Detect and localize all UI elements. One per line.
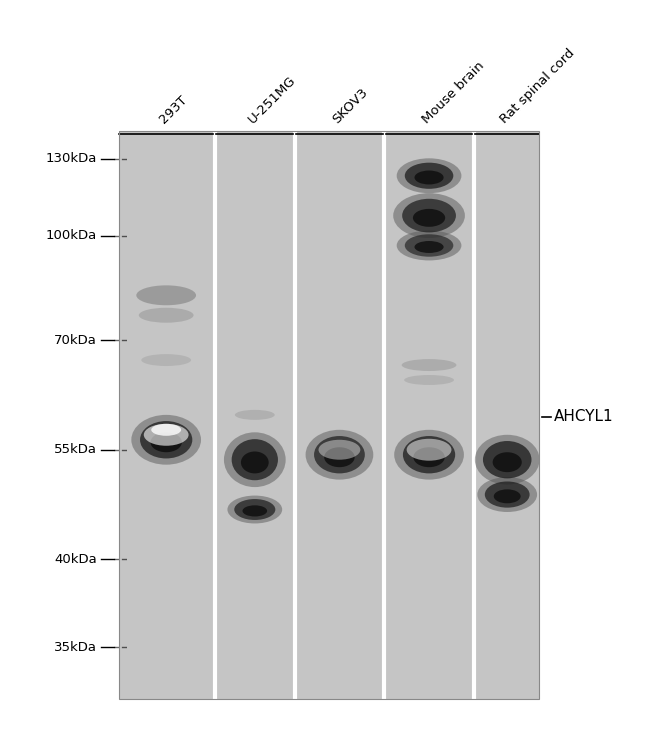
Ellipse shape xyxy=(151,432,182,452)
Bar xyxy=(296,131,383,699)
Ellipse shape xyxy=(405,163,453,189)
Ellipse shape xyxy=(403,436,455,473)
Ellipse shape xyxy=(494,489,521,503)
Ellipse shape xyxy=(140,421,192,458)
Text: SKOV3: SKOV3 xyxy=(330,85,370,126)
Text: 100kDa: 100kDa xyxy=(46,229,97,242)
Bar xyxy=(473,131,475,699)
Text: 35kDa: 35kDa xyxy=(54,640,97,653)
Ellipse shape xyxy=(396,158,462,194)
Ellipse shape xyxy=(231,439,278,480)
Ellipse shape xyxy=(235,410,275,420)
Ellipse shape xyxy=(141,354,191,366)
Ellipse shape xyxy=(234,499,276,520)
Ellipse shape xyxy=(396,231,462,260)
Ellipse shape xyxy=(485,482,530,507)
Ellipse shape xyxy=(475,435,540,485)
Bar xyxy=(119,131,539,699)
Bar xyxy=(119,131,539,699)
Text: 130kDa: 130kDa xyxy=(46,152,97,166)
Bar xyxy=(385,131,473,699)
Ellipse shape xyxy=(402,359,456,371)
Text: AHCYL1: AHCYL1 xyxy=(554,409,614,424)
Ellipse shape xyxy=(483,441,532,479)
Ellipse shape xyxy=(144,424,188,446)
Bar xyxy=(475,131,539,699)
Text: Mouse brain: Mouse brain xyxy=(420,59,487,126)
Ellipse shape xyxy=(405,234,453,257)
Bar xyxy=(293,131,296,699)
Ellipse shape xyxy=(131,415,201,465)
Text: Rat spinal cord: Rat spinal cord xyxy=(498,46,578,126)
Ellipse shape xyxy=(394,430,464,479)
Ellipse shape xyxy=(413,448,445,467)
Text: U-251MG: U-251MG xyxy=(246,73,298,126)
Text: 40kDa: 40kDa xyxy=(54,553,97,565)
Ellipse shape xyxy=(139,308,194,323)
Ellipse shape xyxy=(318,440,360,460)
Ellipse shape xyxy=(477,477,537,512)
Ellipse shape xyxy=(404,375,454,385)
Ellipse shape xyxy=(413,209,445,227)
Bar xyxy=(216,131,293,699)
Ellipse shape xyxy=(402,199,456,232)
Text: 293T: 293T xyxy=(157,93,190,126)
Ellipse shape xyxy=(324,448,355,467)
Ellipse shape xyxy=(227,496,282,523)
Text: 55kDa: 55kDa xyxy=(54,443,97,456)
Ellipse shape xyxy=(151,424,181,435)
Bar xyxy=(383,131,385,699)
Bar xyxy=(119,131,213,699)
Ellipse shape xyxy=(306,430,373,479)
Ellipse shape xyxy=(241,451,268,473)
Ellipse shape xyxy=(224,432,285,487)
Ellipse shape xyxy=(136,285,196,305)
Ellipse shape xyxy=(415,171,443,184)
Text: 70kDa: 70kDa xyxy=(54,333,97,347)
Ellipse shape xyxy=(242,505,267,516)
Ellipse shape xyxy=(493,452,522,472)
Bar xyxy=(213,131,216,699)
Ellipse shape xyxy=(393,194,465,238)
Ellipse shape xyxy=(407,438,452,460)
Ellipse shape xyxy=(314,436,365,473)
Ellipse shape xyxy=(415,241,443,253)
